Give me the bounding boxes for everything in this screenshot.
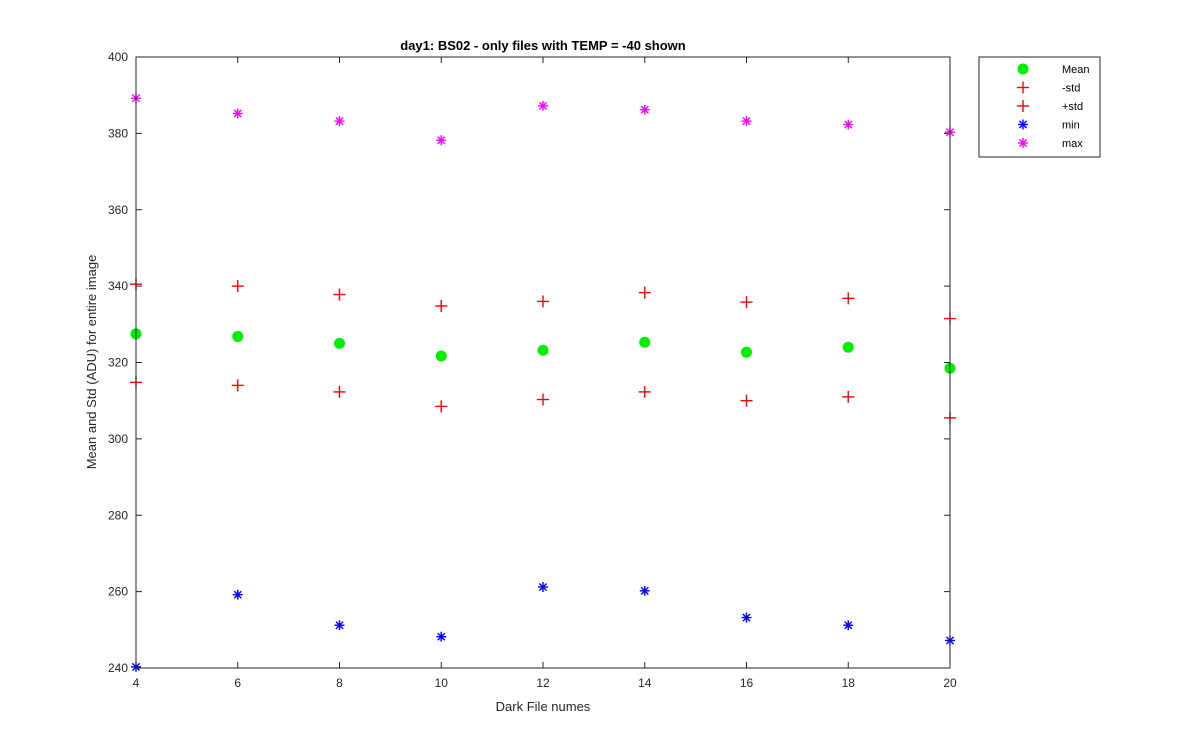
point-std xyxy=(842,292,855,305)
point-max xyxy=(232,108,243,119)
point-std xyxy=(638,385,651,398)
point-std xyxy=(842,390,855,403)
point-std xyxy=(638,286,651,299)
legend-marker-mean xyxy=(1017,63,1029,75)
y-tick-label: 240 xyxy=(108,661,128,675)
point-std xyxy=(435,400,448,413)
point-max xyxy=(843,119,854,130)
legend-label-mean: Mean xyxy=(1062,64,1090,76)
point-std xyxy=(537,393,549,406)
axis-ticks: 4 6 8 10 12 14 16 18 20 240 260 280 300 320 340 360 380 4… xyxy=(108,50,957,690)
point-max xyxy=(639,104,650,115)
x-tick-label: 10 xyxy=(435,676,449,690)
y-tick-label: 340 xyxy=(108,279,128,293)
point-std xyxy=(537,295,549,308)
x-axis-label: Dark File numes xyxy=(496,699,591,714)
point-max xyxy=(741,116,752,127)
point-std xyxy=(333,288,346,301)
point-std xyxy=(740,296,753,309)
legend-items: Mean -std +std min max xyxy=(1017,63,1090,150)
y-tick-label: 320 xyxy=(108,356,128,370)
point-mean xyxy=(537,344,549,356)
legend-label-max: max xyxy=(1062,138,1083,150)
y-axis-label: Mean and Std (ADU) for entire image xyxy=(84,255,99,470)
y-tick-label: 300 xyxy=(108,432,128,446)
plot-frame xyxy=(135,56,951,669)
legend-box xyxy=(978,56,1101,158)
point-std xyxy=(435,299,448,312)
y-tick-label: 400 xyxy=(108,50,128,64)
point-mean xyxy=(232,331,244,343)
x-tick-label: 8 xyxy=(336,676,343,690)
point-min xyxy=(639,585,650,596)
point-std xyxy=(231,379,244,392)
x-tick-label: 12 xyxy=(536,676,550,690)
y-tick-label: 360 xyxy=(108,203,128,217)
point-min xyxy=(741,612,752,623)
point-min xyxy=(843,620,854,631)
x-tick-label: 20 xyxy=(943,676,957,690)
point-min xyxy=(538,582,548,593)
legend-label-std: -std xyxy=(1062,83,1080,95)
y-tick-label: 260 xyxy=(108,585,128,599)
point-std xyxy=(231,280,244,293)
point-min xyxy=(334,620,345,631)
chart-title: day1: BS02 - only files with TEMP = -40 … xyxy=(400,38,686,53)
point-min xyxy=(436,631,447,642)
point-max xyxy=(436,135,447,146)
legend: Mean -std +std min max xyxy=(978,56,1101,158)
point-max xyxy=(334,116,345,127)
point-mean xyxy=(334,337,345,349)
legend-label-std: +std xyxy=(1062,101,1083,113)
x-tick-label: 14 xyxy=(638,676,652,690)
legend-marker-std xyxy=(1017,100,1029,112)
plot-area xyxy=(136,57,950,668)
point-mean xyxy=(741,346,752,358)
point-std xyxy=(333,385,346,398)
point-std xyxy=(740,394,753,407)
legend-marker-std xyxy=(1017,81,1029,94)
x-tick-label: 4 xyxy=(133,676,140,690)
point-mean xyxy=(639,336,651,348)
x-tick-label: 16 xyxy=(740,676,754,690)
point-min xyxy=(232,589,243,600)
legend-marker-min xyxy=(1018,119,1028,130)
x-tick-label: 6 xyxy=(234,676,241,690)
point-mean xyxy=(435,350,447,362)
legend-marker-max xyxy=(1018,138,1028,148)
x-tick-label: 18 xyxy=(842,676,856,690)
y-tick-label: 380 xyxy=(108,126,128,140)
point-mean xyxy=(842,341,854,353)
y-tick-label: 280 xyxy=(108,508,128,522)
point-max xyxy=(538,100,548,111)
legend-label-min: min xyxy=(1062,120,1080,132)
